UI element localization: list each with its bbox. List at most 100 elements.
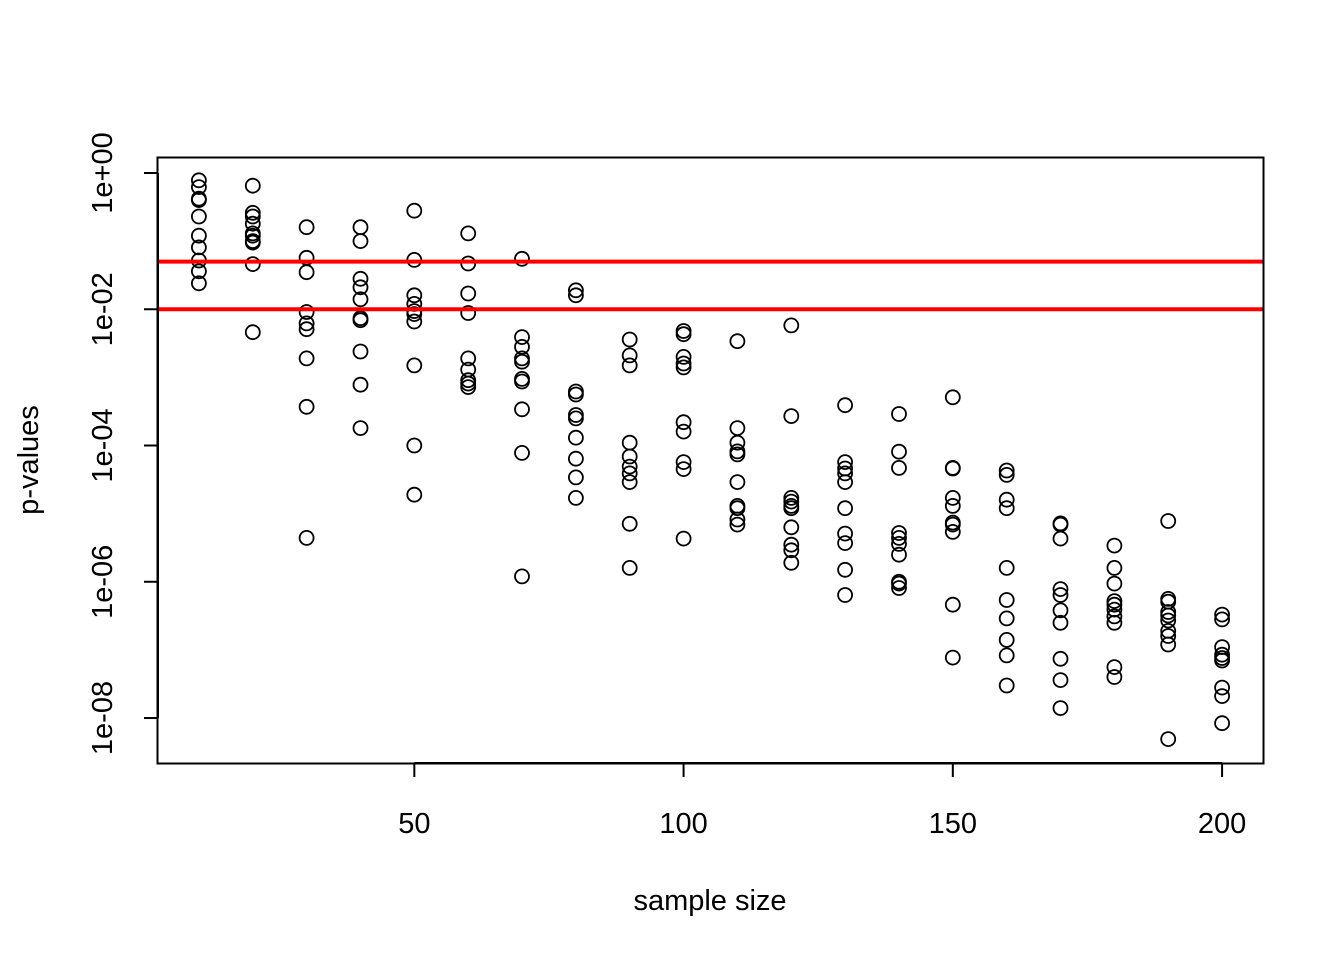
threshold-lines — [158, 259, 1263, 312]
data-point — [298, 219, 315, 236]
data-point — [944, 516, 961, 533]
data-point — [944, 389, 961, 406]
data-point — [621, 465, 638, 482]
data-point — [621, 560, 638, 576]
data-point — [1052, 650, 1069, 667]
data-point — [944, 596, 961, 613]
data-point — [891, 443, 907, 460]
data-point — [568, 287, 584, 304]
data-point — [998, 500, 1015, 517]
data-point — [621, 448, 638, 465]
data-point — [998, 647, 1015, 664]
data-point — [1160, 636, 1177, 653]
data-point — [352, 376, 369, 393]
data-point — [675, 348, 692, 365]
data-point — [998, 466, 1015, 483]
data-point — [675, 359, 692, 376]
data-point — [837, 465, 853, 482]
data-point — [891, 575, 907, 592]
data-point — [1052, 530, 1069, 547]
data-point — [244, 234, 261, 251]
y-tick-label: 1e-06 — [87, 545, 119, 619]
data-point — [244, 324, 261, 341]
data-point — [298, 530, 315, 546]
data-point — [998, 592, 1015, 608]
data-point — [891, 530, 907, 546]
data-point — [352, 291, 369, 308]
data-point — [1214, 611, 1230, 628]
data-point — [1160, 612, 1177, 629]
data-point — [729, 446, 746, 463]
data-point — [891, 459, 907, 476]
data-point — [298, 304, 315, 320]
data-point — [244, 215, 261, 232]
data-point — [1160, 607, 1177, 624]
data-point — [621, 347, 638, 364]
data-point — [406, 306, 423, 323]
data-point — [675, 423, 692, 440]
data-point — [568, 410, 584, 427]
data-point — [837, 525, 853, 542]
data-point — [998, 677, 1015, 694]
data-point — [514, 568, 530, 585]
data-point — [1052, 602, 1069, 619]
data-point — [1052, 700, 1069, 716]
data-point — [1214, 679, 1230, 696]
data-point — [1214, 652, 1230, 669]
data-point — [352, 343, 369, 360]
data-point — [406, 287, 423, 304]
data-point — [1106, 537, 1123, 554]
x-tick-label: 100 — [659, 808, 707, 840]
data-point — [514, 373, 530, 390]
data-point — [568, 489, 584, 506]
data-point — [998, 560, 1015, 576]
data-point — [190, 263, 207, 280]
data-point — [1106, 659, 1123, 675]
data-point — [998, 632, 1015, 648]
data-point — [998, 491, 1015, 508]
data-point — [190, 179, 207, 196]
data-point — [837, 500, 853, 517]
data-point — [1052, 614, 1069, 631]
data-point — [944, 489, 961, 506]
y-axis: 1e+00 1e-02 1e-04 1e-06 1e-08 — [87, 132, 159, 755]
data-point — [729, 474, 746, 491]
data-point — [944, 497, 961, 514]
data-point — [460, 305, 477, 321]
data-point — [891, 525, 907, 541]
data-point — [783, 489, 800, 506]
data-point — [406, 313, 423, 330]
data-point — [783, 542, 800, 559]
data-point — [244, 208, 261, 225]
data-point — [675, 414, 692, 431]
data-point — [998, 610, 1015, 627]
data-point — [460, 350, 477, 367]
data-point — [406, 437, 423, 454]
data-point — [891, 546, 907, 563]
data-point — [621, 458, 638, 475]
data-point — [783, 408, 800, 425]
data-point — [1214, 688, 1230, 704]
data-point — [514, 329, 530, 346]
y-tick-label: 1e-04 — [87, 408, 119, 482]
data-point — [837, 474, 853, 491]
data-point — [1160, 628, 1177, 644]
data-point — [568, 282, 584, 299]
data-point — [837, 397, 853, 414]
data-point — [352, 279, 369, 296]
data-point — [783, 493, 800, 510]
data-point — [352, 233, 369, 250]
x-tick-label: 150 — [929, 808, 977, 840]
data-point — [406, 486, 423, 503]
data-point — [783, 500, 800, 517]
data-point — [514, 444, 530, 461]
data-point — [621, 515, 638, 532]
data-point — [675, 326, 692, 343]
data-point — [352, 270, 369, 287]
data-point — [675, 530, 692, 547]
data-point — [568, 469, 584, 486]
x-tick-label: 50 — [398, 808, 430, 840]
data-point — [621, 357, 638, 374]
